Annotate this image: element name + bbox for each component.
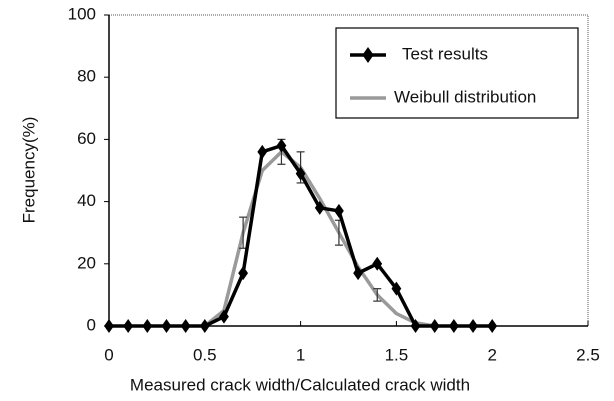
- data-point: [276, 138, 287, 153]
- x-tick-label: 2.5: [576, 345, 600, 364]
- data-point: [353, 266, 363, 281]
- data-point: [257, 144, 268, 159]
- data-point: [429, 319, 440, 333]
- x-axis-label: Measured crack width/Calculated crack wi…: [130, 375, 470, 394]
- data-point: [161, 319, 172, 333]
- y-tick-label: 60: [77, 129, 96, 148]
- data-point: [372, 256, 383, 271]
- y-tick-label: 100: [68, 4, 96, 23]
- data-point: [468, 319, 478, 333]
- data-point: [314, 200, 325, 215]
- x-tick-label: 2: [487, 345, 496, 364]
- x-tick-label: 0.5: [193, 345, 217, 364]
- data-point: [391, 281, 402, 296]
- data-point: [142, 319, 153, 333]
- data-point: [104, 319, 114, 333]
- y-axis-label: Frequency(%): [19, 117, 38, 224]
- x-tick-label: 1.5: [385, 345, 409, 364]
- legend-marker: [362, 47, 374, 63]
- data-point: [448, 319, 459, 333]
- data-point: [199, 319, 210, 333]
- data-point: [238, 266, 249, 281]
- data-point: [487, 319, 498, 333]
- data-point: [219, 309, 229, 324]
- data-point: [123, 319, 134, 333]
- data-point: [180, 319, 191, 333]
- legend-box: [335, 27, 579, 119]
- y-tick-label: 0: [87, 315, 96, 334]
- data-point: [334, 203, 344, 218]
- y-tick-label: 40: [77, 191, 96, 210]
- data-point: [295, 166, 306, 181]
- legend-label: Test results: [402, 44, 488, 63]
- data-point: [410, 319, 421, 333]
- x-tick-label: 1: [296, 345, 305, 364]
- error-bar: [373, 288, 382, 302]
- x-tick-label: 0: [104, 345, 113, 364]
- y-tick-label: 20: [77, 253, 96, 272]
- y-tick-label: 80: [77, 67, 96, 86]
- legend-label: Weibull distribution: [394, 87, 536, 106]
